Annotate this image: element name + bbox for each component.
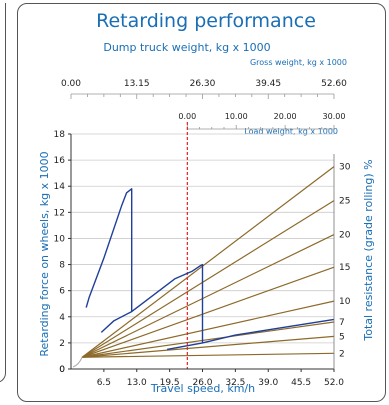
- resistance-line-30: [81, 166, 335, 358]
- resistance-line-7: [82, 321, 335, 358]
- y2-axis-label: Total resistance (grade rolling) %: [362, 159, 375, 341]
- y-tick-label: 14: [54, 182, 66, 192]
- y-axis-label: Retarding force on wheels, kg x 1000: [38, 151, 51, 356]
- resistance-label-30: 30: [339, 163, 351, 173]
- chart-title: Retarding performance: [96, 10, 316, 32]
- resistance-label-15: 15: [339, 263, 350, 273]
- chart-card: [17, 3, 386, 402]
- y-tick-label: 16: [54, 156, 66, 166]
- x-tick-label: 45.5: [291, 378, 311, 388]
- retarding-curves: [85, 188, 335, 351]
- x-tick-label: 39.0: [258, 378, 278, 388]
- y-tick-label: 0: [59, 365, 65, 375]
- gross-tick-label: 0.00: [61, 79, 81, 89]
- resistance-label-25: 25: [339, 197, 350, 207]
- retarding-curve-2: [100, 263, 204, 343]
- resistance-label-7: 7: [339, 318, 345, 328]
- chart-subtitle: Dump truck weight, kg x 1000: [103, 41, 270, 54]
- retarding-curve-1: [85, 188, 133, 312]
- load-tick-label: 10.00: [225, 112, 248, 121]
- load-tick-label: 30.00: [323, 112, 346, 121]
- load-weight-axis-label: Load weight, kg x 1000: [244, 127, 338, 136]
- resistance-line-20: [81, 233, 335, 358]
- resistance-line-10: [81, 300, 335, 358]
- y-tick-label: 18: [54, 130, 66, 140]
- y-tick-label: 12: [54, 208, 65, 218]
- x-tick-label: 19.5: [160, 378, 180, 388]
- retarding-curve-3: [166, 318, 335, 351]
- origin-curve: [72, 357, 83, 368]
- x-tick-label: 6.5: [97, 378, 111, 388]
- resistance-label-5: 5: [339, 332, 345, 342]
- x-tick-label: 13.0: [127, 378, 147, 388]
- resistance-line-25: [81, 200, 335, 358]
- x-origin-label: 0: [59, 365, 65, 375]
- resistance-line-5: [82, 335, 335, 358]
- gross-tick-label: 52.60: [321, 79, 347, 89]
- x-tick-label: 32.5: [225, 378, 245, 388]
- gross-tick-label: 39.45: [255, 79, 281, 89]
- x-axis-label: Travel speed, km/h: [150, 382, 255, 395]
- y-tick-label: 6: [59, 287, 65, 297]
- resistance-label-10: 10: [339, 297, 351, 307]
- y-tick-label: 8: [59, 261, 65, 271]
- gross-tick-label: 26.30: [190, 79, 216, 89]
- resistance-lines: [72, 166, 335, 368]
- x-tick-label: 52.0: [324, 378, 344, 388]
- gross-weight-axis: 0.00 13.15 26.30 39.45 52.60: [61, 79, 347, 99]
- grid-lines: [71, 133, 334, 344]
- resistance-line-2: [82, 352, 335, 358]
- y-tick-label: 4: [59, 313, 65, 323]
- gross-tick-label: 13.15: [124, 79, 150, 89]
- resistance-label-2: 2: [339, 349, 345, 359]
- resistance-label-20: 20: [339, 231, 351, 241]
- load-tick-label: 0.00: [178, 112, 196, 121]
- resistance-line-15: [81, 266, 335, 358]
- y-tick-label: 2: [59, 339, 65, 349]
- gross-weight-axis-label: Gross weight, kg x 1000: [250, 58, 347, 67]
- y-tick-label: 10: [54, 234, 66, 244]
- load-tick-label: 20.00: [274, 112, 297, 121]
- x-tick-label: 26.0: [192, 378, 212, 388]
- load-weight-axis: 0.00 10.00 20.00 30.00: [178, 112, 346, 130]
